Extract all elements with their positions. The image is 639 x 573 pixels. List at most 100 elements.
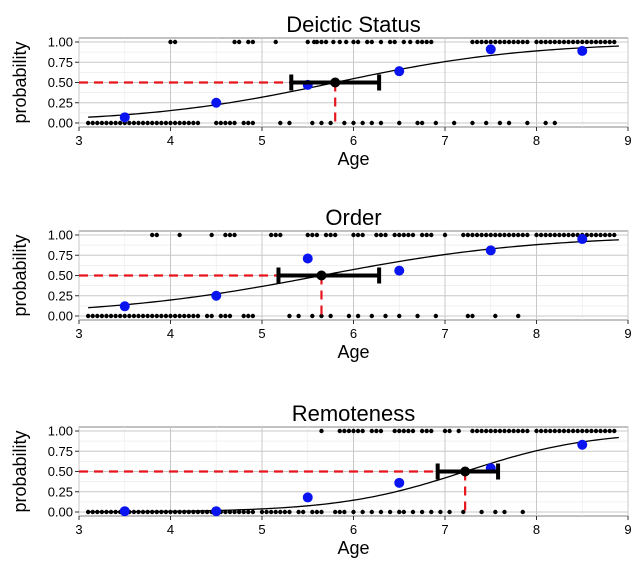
observation-point [520,428,525,434]
observation-point [483,232,489,238]
observation-point [598,428,603,434]
x-axis-label: Age [337,149,369,169]
observation-point [172,120,178,126]
observation-point [538,428,544,434]
x-tick-label: 5 [258,326,265,341]
observation-point [447,428,452,434]
threshold-estimate-point [460,466,471,477]
observation-point [378,232,384,238]
observation-point [397,120,402,126]
observation-point [429,509,434,515]
observation-point [319,428,324,434]
x-axis-label: Age [337,342,369,362]
observation-point [369,313,374,319]
observation-point [246,39,251,45]
observation-point [497,39,503,45]
observation-point [552,232,557,238]
observation-point [223,232,228,238]
observation-point [273,509,278,515]
observation-point [351,232,356,238]
observation-point [131,120,137,126]
observation-point [195,120,201,126]
observation-point [172,39,178,45]
observation-point [506,428,512,434]
y-tick-label: 0.50 [48,75,73,90]
observation-point [90,313,95,319]
observation-point [479,39,484,45]
observation-point [580,39,585,45]
observation-point [461,232,466,238]
observation-point [479,232,484,238]
observation-point [232,509,237,515]
observation-point [236,39,242,45]
observation-point [310,232,315,238]
observation-point [310,509,315,515]
y-tick-label: 0.75 [48,55,73,70]
observation-point [465,313,471,319]
observation-point [506,120,512,126]
observation-point [415,39,420,45]
observation-point [465,232,471,238]
observation-point [493,313,498,319]
observation-point [525,428,530,434]
observation-point [451,120,457,126]
observation-point [502,509,507,515]
observation-point [296,509,301,515]
observation-point [387,39,393,45]
observation-point [150,232,155,238]
observation-point [140,313,146,319]
observation-point [360,509,365,515]
binned-mean-point [577,439,588,450]
observation-point [264,509,269,515]
observation-point [85,120,91,126]
binned-mean-point [119,112,130,123]
x-tick-label: 8 [533,133,540,148]
observation-point [150,313,155,319]
observation-point [493,509,498,515]
observation-point [561,232,567,238]
observation-point [415,120,420,126]
observation-point [410,428,416,434]
x-tick-label: 4 [167,326,174,341]
observation-point [612,428,617,434]
observation-point [172,313,178,319]
binned-mean-point [119,506,130,517]
observation-point [406,428,411,434]
y-tick-label: 0.50 [48,268,73,283]
observation-point [516,39,521,45]
observation-point [470,39,475,45]
panel-1: Deictic Status 3 4 5 6 7 8 9 0.00 0.25 0.50 0.75 1.0… [10,12,632,169]
observation-point [232,120,237,126]
observation-point [511,39,516,45]
observation-point [424,428,429,434]
observation-point [186,313,191,319]
binned-mean-point [119,301,130,312]
observation-point [470,232,475,238]
chart-title: Order [325,205,381,230]
observation-point [397,509,402,515]
observation-point [474,428,480,434]
observation-point [168,39,173,45]
observation-point [287,313,292,319]
x-tick-label: 8 [533,522,540,537]
y-tick-label: 1.00 [48,228,73,243]
observation-point [99,120,105,126]
observation-point [497,120,503,126]
observation-point [218,120,224,126]
observation-point [342,120,347,126]
observation-point [516,232,521,238]
observation-point [365,39,370,45]
observation-point [552,39,557,45]
observation-point [346,428,352,434]
observation-point [561,39,567,45]
y-tick-label: 0.00 [48,309,73,324]
observation-point [433,313,439,319]
observation-point [602,232,608,238]
observation-point [369,39,374,45]
observation-point [392,39,397,45]
observation-point [575,39,580,45]
y-tick-label: 0.00 [48,505,73,520]
observation-point [163,313,169,319]
observation-point [488,428,493,434]
